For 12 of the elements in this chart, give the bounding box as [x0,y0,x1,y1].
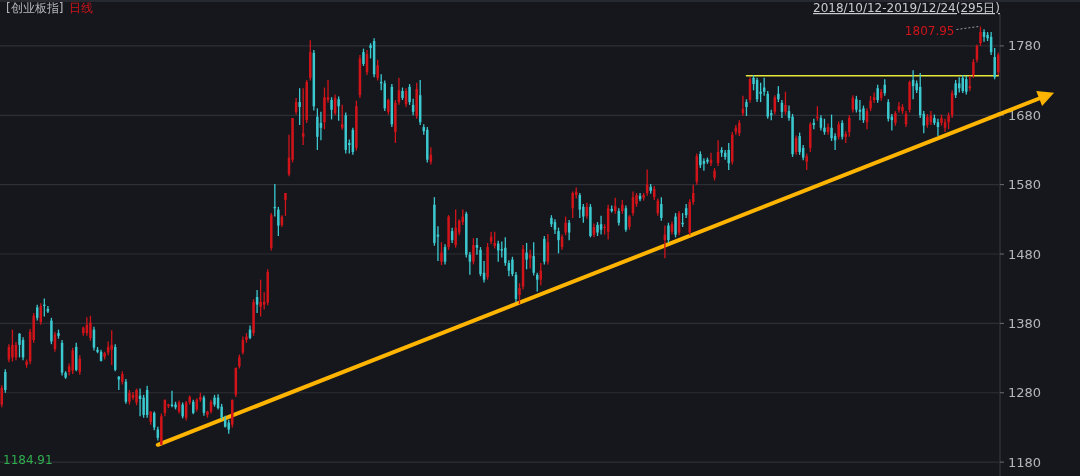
y-tick-label: 1380 [1008,315,1042,331]
y-tick-label: 1280 [1008,385,1042,401]
y-tick-label: 1580 [1008,177,1042,193]
y-tick-label: 1480 [1008,246,1042,262]
y-tick-label: 1780 [1008,38,1042,54]
annotation: 1807.95 [904,23,955,38]
chart-subtitle: 日线 [69,1,94,15]
y-tick-label: 1180 [1008,454,1042,470]
annotation: 2018/10/12-2019/12/24(295日) [813,1,1000,15]
y-tick-label: 1680 [1008,107,1042,123]
annotation: 1184.91 [3,453,53,467]
chart-title: [创业板指] [6,1,64,15]
